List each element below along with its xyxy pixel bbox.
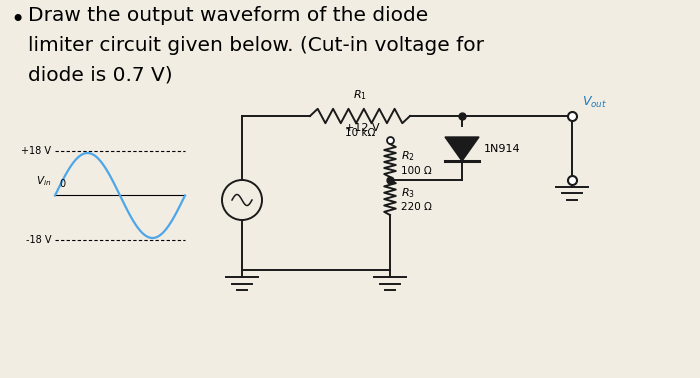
Text: limiter circuit given below. (Cut-in voltage for: limiter circuit given below. (Cut-in vol… <box>28 36 484 55</box>
Text: $V_{in}$: $V_{in}$ <box>36 175 51 188</box>
Text: •: • <box>10 8 25 32</box>
Text: +12 V: +12 V <box>345 123 380 133</box>
Text: 220 Ω: 220 Ω <box>401 203 432 212</box>
Text: 1N914: 1N914 <box>484 144 521 154</box>
Text: $R_1$: $R_1$ <box>353 88 367 102</box>
Text: $R_2$: $R_2$ <box>401 150 415 163</box>
Circle shape <box>222 180 262 220</box>
Polygon shape <box>445 137 479 161</box>
Text: $R_3$: $R_3$ <box>401 187 415 200</box>
Text: Draw the output waveform of the diode: Draw the output waveform of the diode <box>28 6 428 25</box>
Text: $V_{out}$: $V_{out}$ <box>582 95 607 110</box>
Text: diode is 0.7 V): diode is 0.7 V) <box>28 66 173 85</box>
Text: 10 kΩ: 10 kΩ <box>345 128 375 138</box>
Text: -18 V: -18 V <box>25 235 51 245</box>
Text: 100 Ω: 100 Ω <box>401 166 432 175</box>
Text: +18 V: +18 V <box>21 146 51 156</box>
Text: 0: 0 <box>59 180 65 189</box>
